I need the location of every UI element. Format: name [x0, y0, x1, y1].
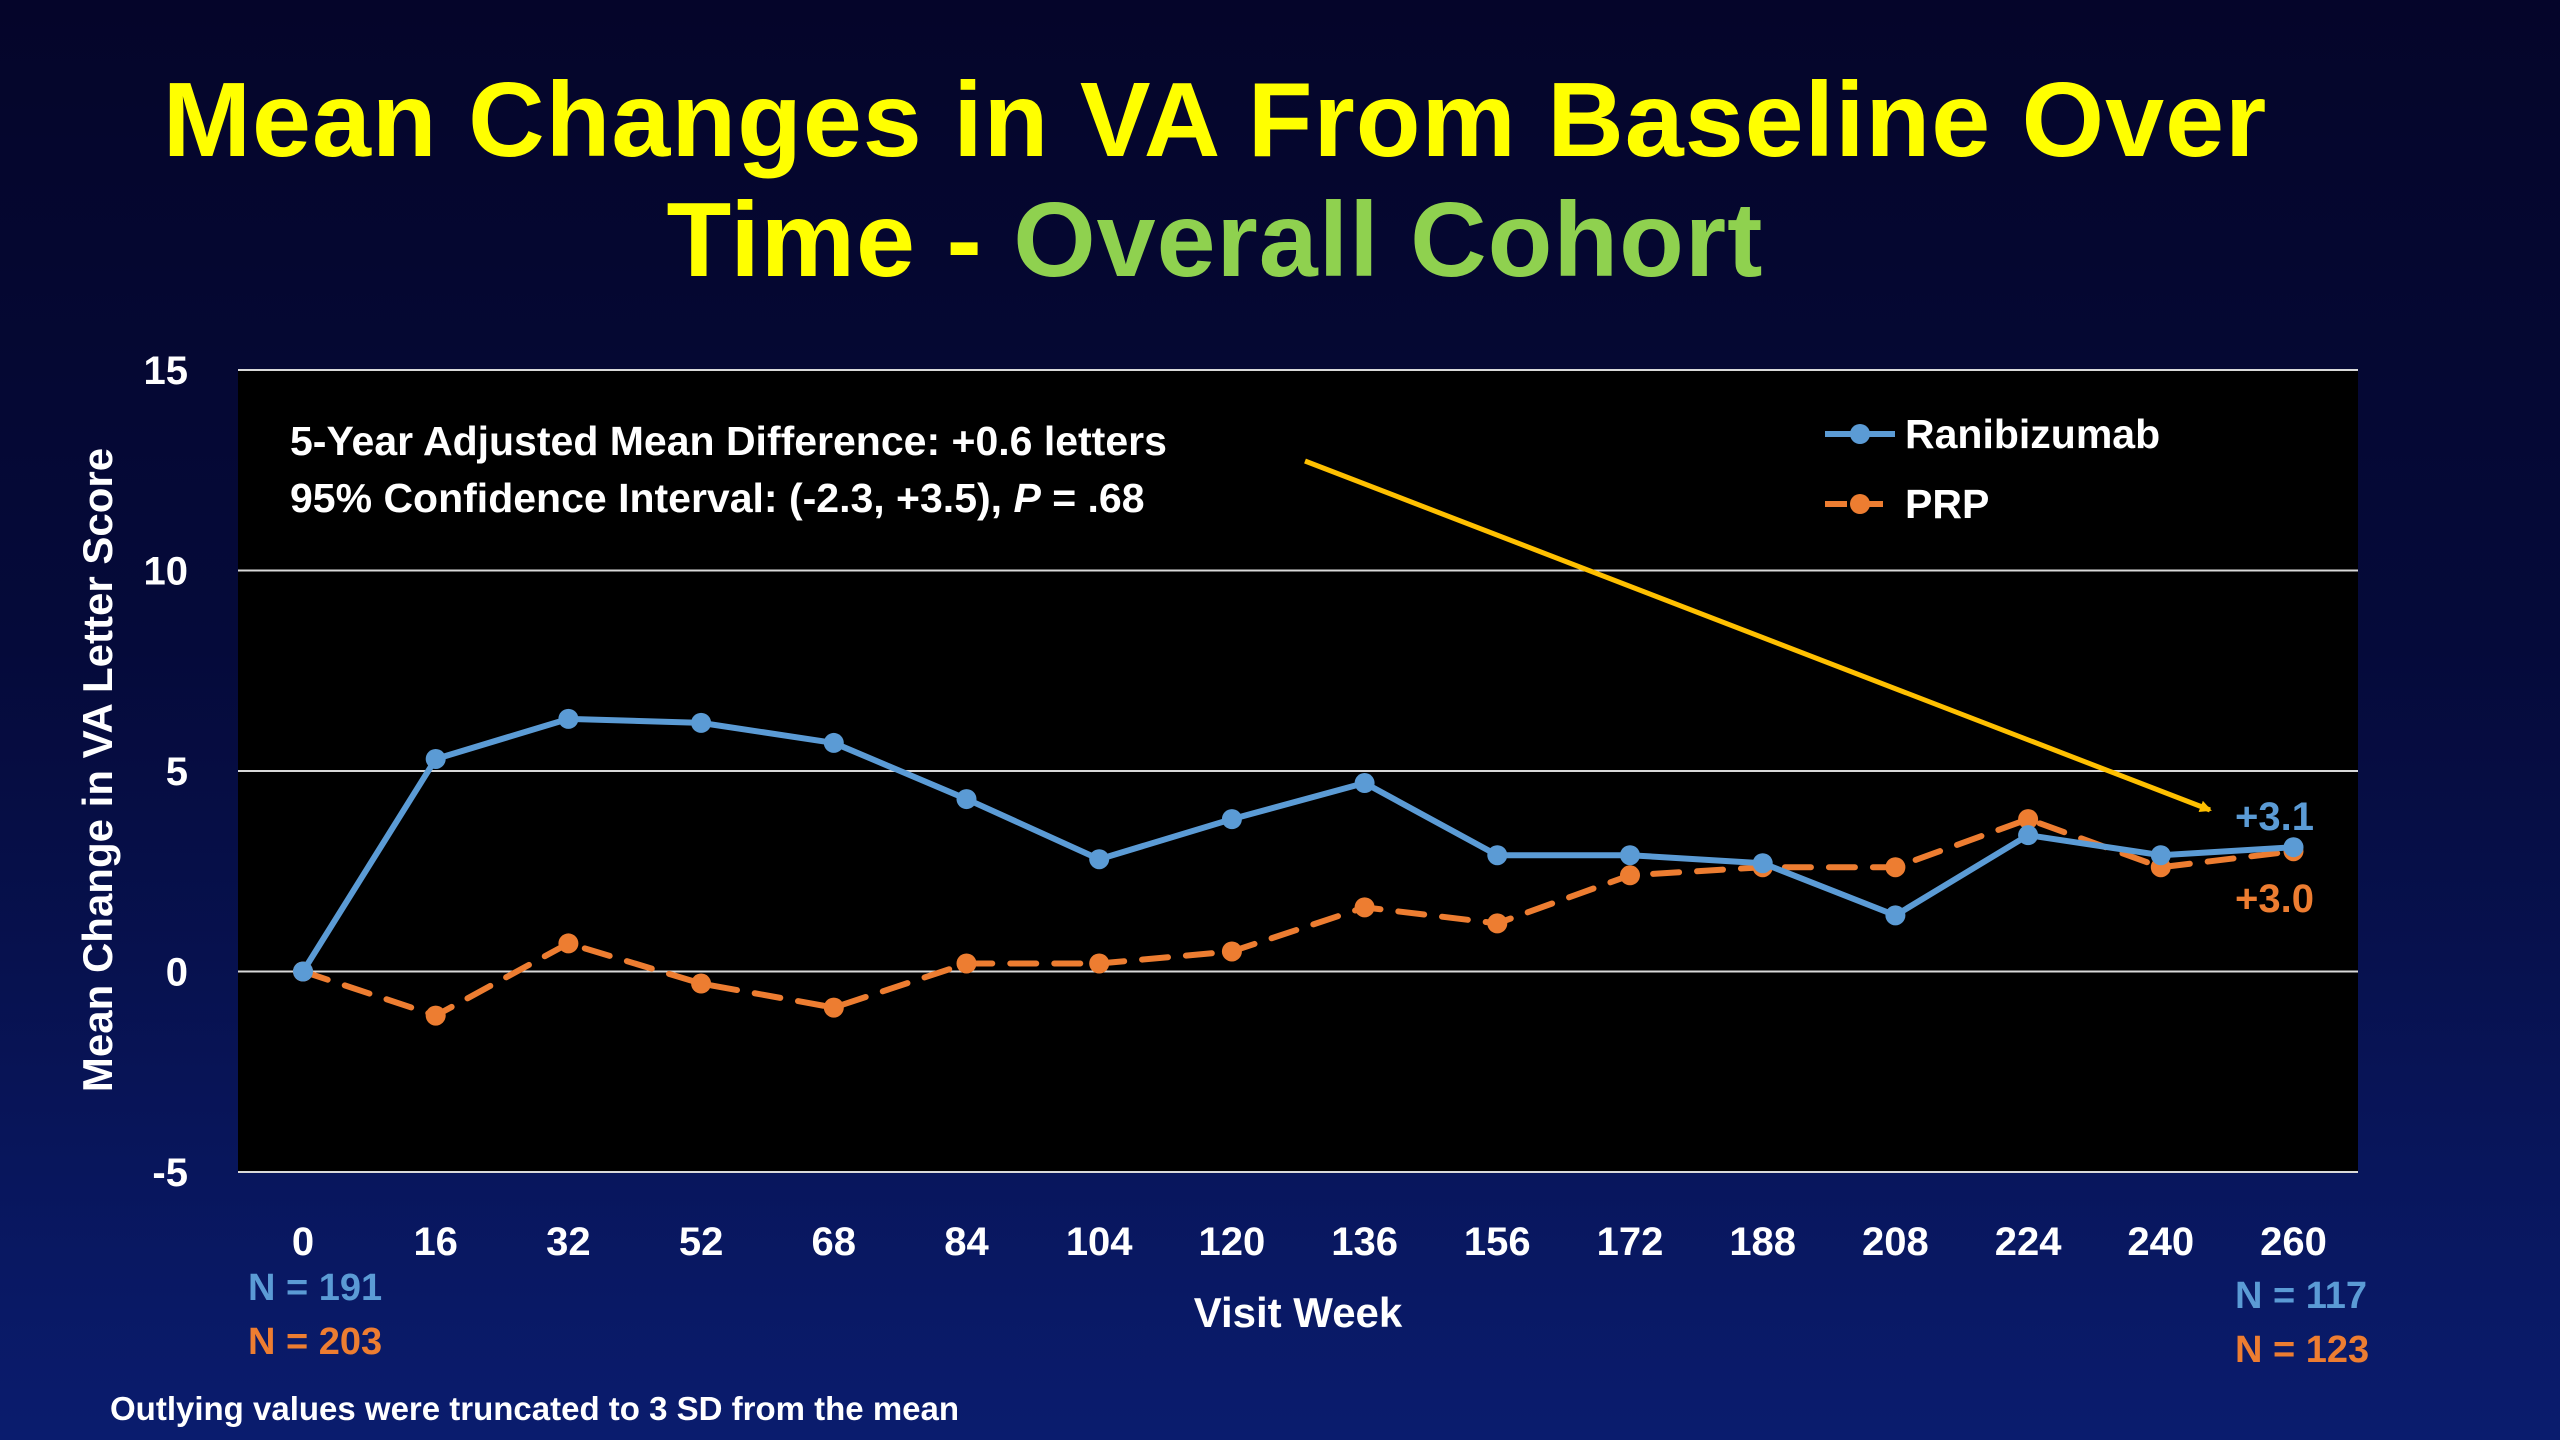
x-tick-label: 208 — [1862, 1220, 1929, 1264]
prp-n-start: N = 203 — [248, 1321, 382, 1363]
x-tick-label: 120 — [1199, 1220, 1266, 1264]
data-point-ranibizumab — [1885, 905, 1906, 926]
series-group — [293, 708, 2304, 1026]
x-tick-label: 224 — [1995, 1220, 2062, 1264]
y-axis-title: Mean Change in VA Letter Score — [74, 448, 121, 1092]
data-point-prp — [823, 997, 844, 1018]
title-accent: Overall Cohort — [1013, 181, 1764, 299]
data-point-ranibizumab — [1487, 845, 1508, 866]
data-point-ranibizumab — [1089, 849, 1110, 870]
gridlines — [238, 369, 2358, 1173]
data-point-ranibizumab — [293, 961, 313, 982]
y-axis-ticks: -5 0 5 10 15 — [144, 349, 189, 1195]
data-point-ranibizumab — [558, 708, 579, 729]
x-tick-label: 52 — [679, 1220, 724, 1264]
legend-ranibizumab-label: Ranibizumab — [1905, 411, 2160, 457]
x-tick-label: 260 — [2260, 1220, 2327, 1264]
data-point-ranibizumab — [1752, 853, 1773, 874]
data-point-ranibizumab — [425, 748, 446, 769]
legend: Ranibizumab PRP — [1825, 411, 2160, 527]
x-tick-label: 104 — [1066, 1220, 1133, 1264]
data-point-prp — [1221, 941, 1242, 962]
data-point-prp — [691, 973, 712, 994]
title-line-2: Time - Overall Cohort — [0, 180, 2430, 300]
data-point-prp — [425, 1005, 446, 1026]
ranibizumab-n-start: N = 191 — [248, 1267, 382, 1309]
data-point-ranibizumab — [2283, 837, 2304, 858]
footnote: Outlying values were truncated to 3 SD f… — [110, 1390, 959, 1427]
data-point-prp — [1089, 953, 1110, 974]
data-point-prp — [558, 933, 579, 954]
x-tick-label: 0 — [292, 1220, 314, 1264]
data-point-ranibizumab — [2150, 845, 2171, 866]
slide-title: Mean Changes in VA From Baseline Over Ti… — [0, 60, 2430, 300]
y-tick-label: -5 — [152, 1151, 188, 1195]
y-tick-label: 10 — [144, 550, 189, 594]
data-point-ranibizumab — [1221, 809, 1242, 830]
annotation-line-2-suffix: = .68 — [1041, 475, 1145, 521]
data-point-prp — [1620, 865, 1640, 886]
y-tick-label: 15 — [144, 349, 189, 393]
data-point-prp — [956, 953, 977, 974]
x-tick-label: 32 — [546, 1220, 591, 1264]
annotation-p-value-symbol: P — [1013, 475, 1041, 521]
title-line-1: Mean Changes in VA From Baseline Over — [162, 61, 2268, 179]
data-point-ranibizumab — [691, 712, 712, 733]
prp-n-end: N = 123 — [2235, 1329, 2369, 1371]
ranibizumab-end-label: +3.1 — [2235, 795, 2314, 839]
data-point-prp — [1354, 897, 1375, 918]
x-tick-label: 84 — [944, 1220, 989, 1264]
legend-ranibizumab-marker — [1850, 424, 1870, 444]
x-tick-label: 188 — [1729, 1220, 1796, 1264]
ranibizumab-n-end: N = 117 — [2235, 1275, 2367, 1317]
data-point-ranibizumab — [956, 789, 977, 810]
x-tick-label: 240 — [2127, 1220, 2194, 1264]
x-tick-label: 16 — [413, 1220, 458, 1264]
data-point-prp — [1487, 913, 1508, 934]
data-point-prp — [1885, 857, 1906, 878]
x-tick-label: 156 — [1464, 1220, 1531, 1264]
data-point-prp — [2018, 809, 2039, 830]
annotation-arrow — [1304, 458, 2212, 813]
legend-prp-label: PRP — [1905, 481, 1989, 527]
data-point-ranibizumab — [1620, 845, 1640, 866]
x-axis-ticks: 0 16 32 52 68 84 104 120 136 156 172 188 208 224 240 26… — [292, 1220, 2327, 1264]
prp-end-label: +3.0 — [2235, 877, 2314, 921]
x-tick-label: 68 — [812, 1220, 857, 1264]
title-line-2-part-1: Time - — [666, 181, 1014, 299]
series-line-prp — [300, 816, 2297, 1019]
x-tick-label: 136 — [1331, 1220, 1398, 1264]
annotation-line-1: 5-Year Adjusted Mean Difference: +0.6 le… — [290, 418, 1167, 464]
x-axis-title: Visit Week — [1194, 1289, 1403, 1336]
data-point-ranibizumab — [1354, 773, 1375, 794]
annotation-line-2-prefix: 95% Confidence Interval: (-2.3, +3.5), — [290, 475, 1013, 521]
data-point-ranibizumab — [2018, 825, 2039, 846]
legend-prp-marker — [1850, 494, 1870, 514]
y-tick-label: 5 — [166, 750, 188, 794]
x-tick-label: 172 — [1597, 1220, 1664, 1264]
y-tick-label: 0 — [166, 951, 188, 995]
series-line-ranibizumab — [300, 715, 2297, 975]
annotation-line-2: 95% Confidence Interval: (-2.3, +3.5), P… — [290, 475, 1145, 521]
data-point-ranibizumab — [823, 732, 844, 753]
